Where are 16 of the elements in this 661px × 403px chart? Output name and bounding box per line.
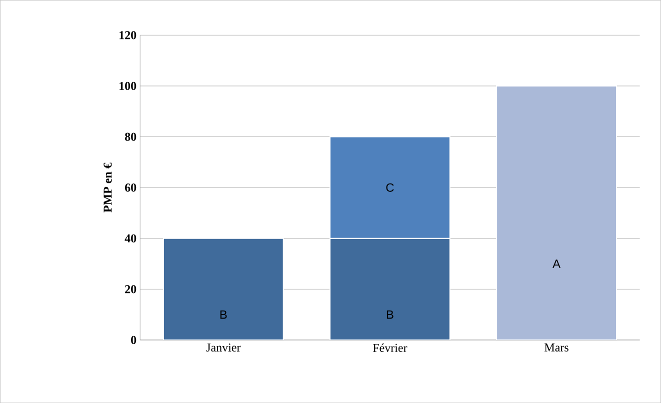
y-tick-label: 120 <box>120 31 136 40</box>
series-label: B <box>220 310 227 319</box>
series-label: C <box>386 183 394 192</box>
y-tick-label: 0 <box>131 336 136 344</box>
y-tick-label: 60 <box>125 183 136 192</box>
y-tick-label: 40 <box>124 234 136 242</box>
y-axis-title: PMP en € <box>104 162 112 212</box>
y-tick-label: 20 <box>125 285 136 294</box>
y-tick-label: 100 <box>120 82 136 90</box>
x-tick-label: Janvier <box>206 343 241 352</box>
x-tick-label: Février <box>372 343 408 352</box>
y-tick-label: 80 <box>124 132 136 141</box>
bar <box>162 238 284 340</box>
x-tick-label: Mars <box>544 343 568 352</box>
text: B <box>386 310 394 319</box>
series-label: A <box>552 260 561 268</box>
